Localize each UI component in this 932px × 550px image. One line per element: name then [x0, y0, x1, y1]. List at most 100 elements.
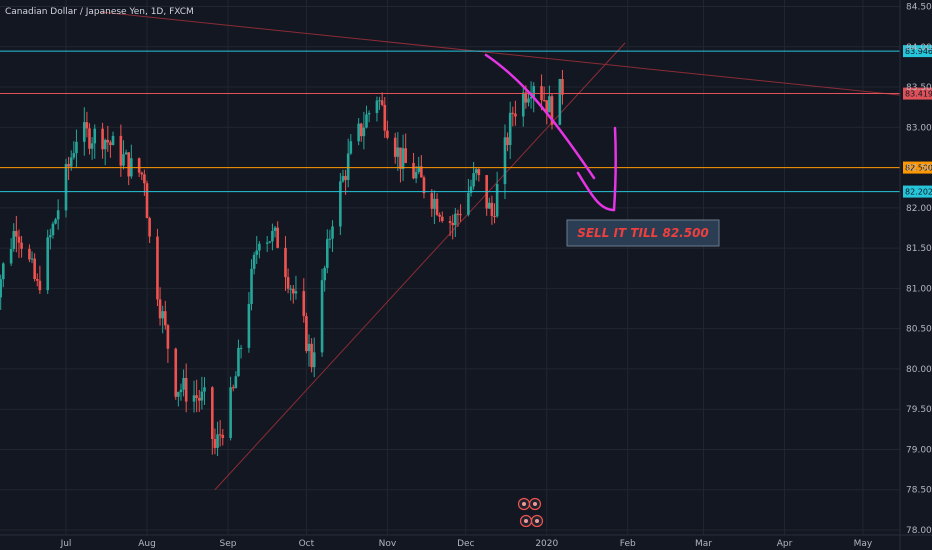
y-tick-label: 78.500	[906, 486, 932, 496]
rising-trendline	[214, 42, 626, 491]
candle	[454, 207, 457, 237]
candle	[268, 240, 272, 244]
candle	[393, 132, 397, 164]
candle	[161, 305, 164, 334]
x-tick-label: Feb	[620, 539, 636, 549]
event-markers[interactable]	[517, 497, 544, 528]
candle	[474, 167, 478, 181]
candle	[221, 428, 225, 446]
candle	[331, 220, 334, 252]
y-tick-label: 79.000	[906, 445, 932, 455]
candle	[103, 138, 107, 166]
candle	[239, 344, 243, 359]
x-tick-label: Sep	[220, 539, 237, 549]
candle	[467, 178, 470, 217]
candle	[380, 92, 384, 107]
level-layer: 83.946 83.419 82.500 82.202	[0, 45, 932, 198]
candle	[203, 377, 206, 405]
price-level-tag	[903, 45, 932, 58]
candle	[495, 171, 499, 218]
candle	[302, 278, 306, 323]
price-level-tag	[903, 161, 932, 174]
candle	[412, 153, 415, 180]
x-tick-label: Aug	[138, 539, 156, 549]
candle	[90, 137, 94, 160]
candle	[192, 380, 196, 413]
candle	[15, 215, 18, 253]
candle	[508, 101, 512, 159]
arrow-layer	[484, 53, 617, 212]
candle	[109, 140, 112, 158]
candle	[349, 134, 353, 155]
candle	[122, 140, 125, 170]
candle	[38, 265, 42, 295]
candle	[401, 134, 405, 182]
candle	[511, 106, 515, 127]
price-level-label: 82.500	[905, 164, 932, 173]
price-level-tag	[903, 87, 932, 100]
candle	[514, 100, 517, 126]
candle	[247, 292, 251, 353]
candle	[101, 122, 104, 159]
event-marker-icon[interactable]	[517, 497, 531, 511]
annotation-box[interactable]: SELL IT TILL 82.500	[566, 219, 720, 247]
y-tick-label: 80.000	[906, 365, 932, 375]
candle	[20, 235, 23, 258]
candle	[367, 110, 371, 123]
y-tick-label: 84.500	[906, 3, 932, 13]
x-tick-label: 2020	[535, 539, 558, 549]
candle	[156, 228, 159, 307]
event-marker-icon[interactable]	[528, 497, 542, 511]
candle	[49, 228, 52, 250]
x-tick-label: Nov	[379, 539, 397, 549]
candle	[54, 217, 57, 225]
candle	[550, 93, 554, 130]
candle	[182, 369, 185, 397]
sell-arrow-head-curve	[576, 171, 616, 212]
y-tick-label: 79.500	[906, 405, 932, 415]
y-tick-label: 81.000	[906, 284, 932, 294]
candle	[357, 118, 360, 146]
candle	[561, 69, 564, 105]
candle	[28, 244, 31, 263]
time-axis[interactable]: JulAugSepOctNovDec2020FebMarAprMayJun	[60, 539, 932, 549]
candle	[174, 347, 178, 400]
candle	[119, 124, 123, 177]
price-level-label: 83.946	[905, 47, 932, 56]
x-tick-label: Apr	[777, 539, 793, 549]
candle	[252, 252, 256, 275]
y-tick-label: 83.000	[906, 123, 932, 133]
candle	[284, 236, 287, 291]
candle	[229, 376, 232, 441]
sell-arrow-stroke	[612, 126, 617, 212]
event-marker-icon[interactable]	[519, 514, 533, 528]
sell-arrow-path	[484, 53, 596, 180]
candle	[195, 379, 198, 413]
event-marker-icon[interactable]	[530, 514, 544, 528]
candle	[438, 212, 441, 223]
candle	[12, 223, 16, 252]
candle	[542, 86, 546, 102]
candle	[255, 236, 259, 265]
candle	[289, 284, 293, 301]
candle	[35, 273, 39, 287]
y-tick-label: 78.000	[906, 526, 932, 536]
candle	[67, 156, 70, 181]
candle	[82, 107, 86, 156]
candle	[399, 147, 402, 183]
x-tick-label: Mar	[695, 539, 712, 549]
candle	[286, 268, 290, 294]
candle	[179, 383, 183, 401]
y-tick-label: 83.500	[906, 83, 932, 93]
candle	[477, 168, 481, 182]
candle	[184, 363, 188, 413]
candle	[75, 129, 78, 167]
candle	[325, 229, 329, 274]
candle	[294, 275, 298, 300]
trendline-layer	[99, 11, 901, 491]
x-tick-label: Jul	[60, 539, 72, 549]
price-axis[interactable]: 84.500 84.000 83.500 83.000 82.500 82.000 81.5…	[906, 3, 932, 537]
y-tick-label: 81.500	[906, 244, 932, 254]
candle	[472, 161, 475, 190]
